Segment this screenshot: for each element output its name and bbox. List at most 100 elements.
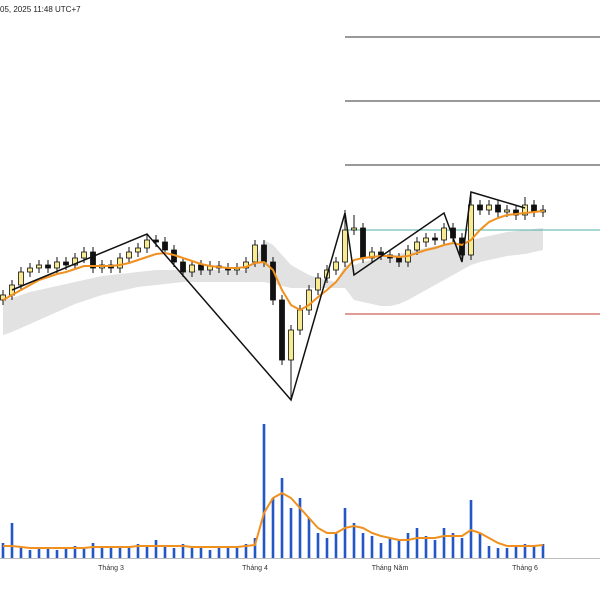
volume-bar [1, 543, 5, 558]
candle-body [315, 277, 321, 291]
candle-body [117, 257, 123, 269]
volume-bar [505, 548, 509, 558]
candle-body [189, 264, 195, 273]
volume-bar [289, 508, 293, 558]
volume-bar [433, 540, 437, 558]
volume-bar [334, 533, 338, 558]
volume-bar [487, 546, 491, 558]
volume-bar [82, 548, 86, 558]
candle-body [441, 227, 447, 241]
volume-bar [343, 508, 347, 558]
volume-bar [181, 544, 185, 558]
candle-body [279, 299, 285, 361]
candle-body [144, 239, 150, 249]
volume-ma-line [3, 491, 544, 549]
candle-body [54, 261, 60, 269]
x-tick-label: Tháng 4 [242, 565, 268, 572]
volume-bar [244, 544, 248, 558]
volume-bar [298, 498, 302, 558]
volume-bar [46, 548, 50, 558]
candle-body [81, 251, 87, 259]
candle-body [297, 309, 303, 331]
volume-bar [226, 546, 230, 558]
candle-body [45, 264, 51, 269]
volume-bar [406, 533, 410, 558]
volume-bar [127, 546, 131, 558]
volume-bar [118, 548, 122, 558]
volume-bar [397, 540, 401, 558]
candle-body [414, 241, 420, 251]
volume-bar [235, 548, 239, 558]
volume-bar [163, 546, 167, 558]
volume-bar [415, 528, 419, 558]
volume-bar [361, 533, 365, 558]
volume-bar [442, 528, 446, 558]
candle-body [486, 204, 492, 211]
volume-bar [307, 518, 311, 558]
zigzag-line [11, 191, 526, 402]
candle-body [468, 204, 474, 256]
volume-bar [154, 540, 158, 558]
x-tick-label: Tháng 6 [512, 565, 538, 572]
volume-bar [352, 523, 356, 558]
candle-body [198, 264, 204, 271]
candle-body [18, 271, 24, 286]
volume-bar [514, 546, 518, 558]
candle-body [261, 244, 267, 263]
volume-bar [172, 548, 176, 558]
volume-bar [379, 543, 383, 558]
candle-body [162, 241, 168, 251]
volume-bar [73, 546, 77, 558]
volume-bar [28, 550, 32, 558]
x-tick-label: Tháng Năm [372, 565, 409, 572]
candle-body [306, 289, 312, 311]
candle-body [504, 209, 510, 213]
volume-bar [37, 548, 41, 558]
volume-bar [109, 546, 113, 558]
volume-bar [91, 543, 95, 558]
volume-bar [55, 550, 59, 558]
candle-body [36, 264, 42, 269]
candle-body [522, 204, 528, 216]
timestamp: 05, 2025 11:48 UTC+7 [0, 5, 81, 14]
volume-bar [253, 538, 257, 558]
volume-bar [271, 498, 275, 558]
volume-bar [523, 544, 527, 558]
volume-bar [532, 546, 536, 558]
volume-bar [478, 533, 482, 558]
candle-body [270, 261, 276, 301]
volume-bar [190, 548, 194, 558]
ma-line [2, 210, 544, 312]
volume-bar [388, 538, 392, 558]
volume-bar [208, 550, 212, 558]
candle-body [63, 261, 69, 266]
volume-bar [262, 424, 266, 558]
volume-bar [280, 478, 284, 558]
volume-bar [199, 548, 203, 558]
volume-bar [10, 523, 14, 558]
volume-bar [370, 536, 374, 558]
volume-bar [19, 546, 23, 558]
candle-body [351, 227, 357, 231]
volume-bar [451, 533, 455, 558]
x-tick-label: Tháng 3 [98, 565, 124, 572]
volume-bar [145, 546, 149, 558]
candle-body [342, 229, 348, 263]
candle-body [126, 251, 132, 259]
volume-bar [325, 538, 329, 558]
volume-bar [64, 548, 68, 558]
volume-bar [100, 548, 104, 558]
volume-bar [460, 538, 464, 558]
candle-body [72, 257, 78, 266]
volume-bar [496, 548, 500, 558]
candle-body [423, 237, 429, 243]
candle-body [495, 204, 501, 213]
candle-body [432, 237, 438, 241]
candle-body [477, 204, 483, 211]
candle-body [333, 261, 339, 271]
candle-body [180, 261, 186, 273]
volume-bar [136, 544, 140, 558]
candle-body [252, 244, 258, 263]
